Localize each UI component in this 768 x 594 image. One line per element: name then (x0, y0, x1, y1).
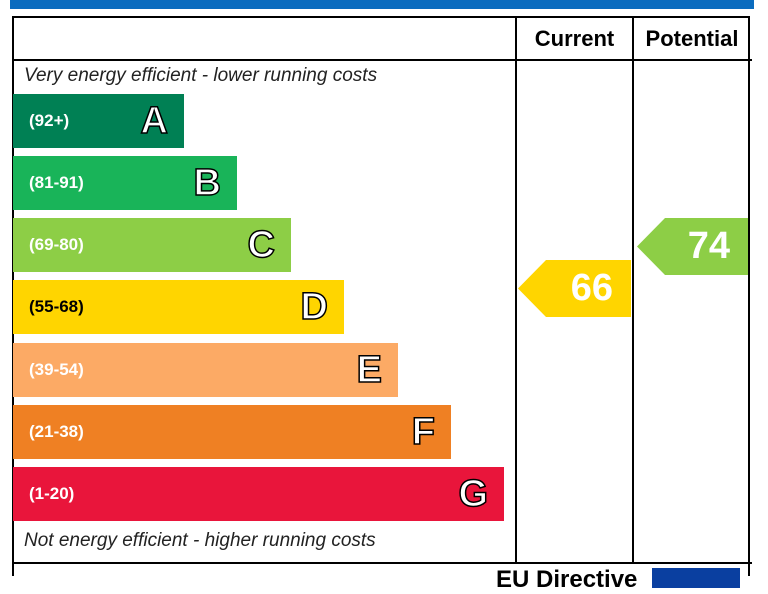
band-range: (55-68) (29, 297, 84, 316)
current-rating-value: 66 (570, 267, 613, 309)
band-a-bar: (92+) A (13, 94, 184, 148)
eu-flag-icon (652, 568, 740, 588)
footer-divider (12, 562, 752, 564)
eu-directive-label: EU Directive (496, 566, 638, 593)
potential-rating-value: 74 (687, 225, 730, 267)
potential-header: Potential (645, 26, 739, 51)
band-range: (92+) (29, 111, 70, 130)
band-letter: E (356, 348, 383, 392)
band-e-bar: (39-54) E (13, 343, 398, 397)
band-d-bar: (55-68) D (13, 280, 344, 334)
band-letter: D (300, 285, 329, 329)
bottom-note: Not energy efficient - higher running co… (24, 530, 376, 551)
current-header: Current (534, 26, 615, 51)
band-letter: B (193, 161, 222, 205)
band-range: (69-80) (29, 235, 84, 254)
current-rating-arrow: 66 (518, 260, 631, 317)
top-banner (10, 0, 754, 9)
current-column-divider (515, 16, 517, 564)
band-f-bar: (21-38) F (13, 405, 451, 459)
potential-rating-arrow: 74 (637, 218, 748, 275)
band-letter: A (140, 99, 169, 143)
top-note: Very energy efficient - lower running co… (24, 65, 378, 86)
band-g-bar: (1-20) G (13, 467, 504, 521)
band-range: (21-38) (29, 422, 84, 441)
band-letter: G (458, 472, 489, 516)
band-range: (39-54) (29, 360, 84, 379)
band-letter: C (247, 223, 276, 267)
band-b-bar: (81-91) B (13, 156, 237, 210)
potential-column-divider (632, 16, 634, 564)
band-letter: F (411, 410, 436, 454)
band-c-bar: (69-80) C (13, 218, 291, 272)
band-range: (1-20) (29, 484, 75, 503)
header-divider (12, 59, 752, 61)
band-range: (81-91) (29, 173, 84, 192)
